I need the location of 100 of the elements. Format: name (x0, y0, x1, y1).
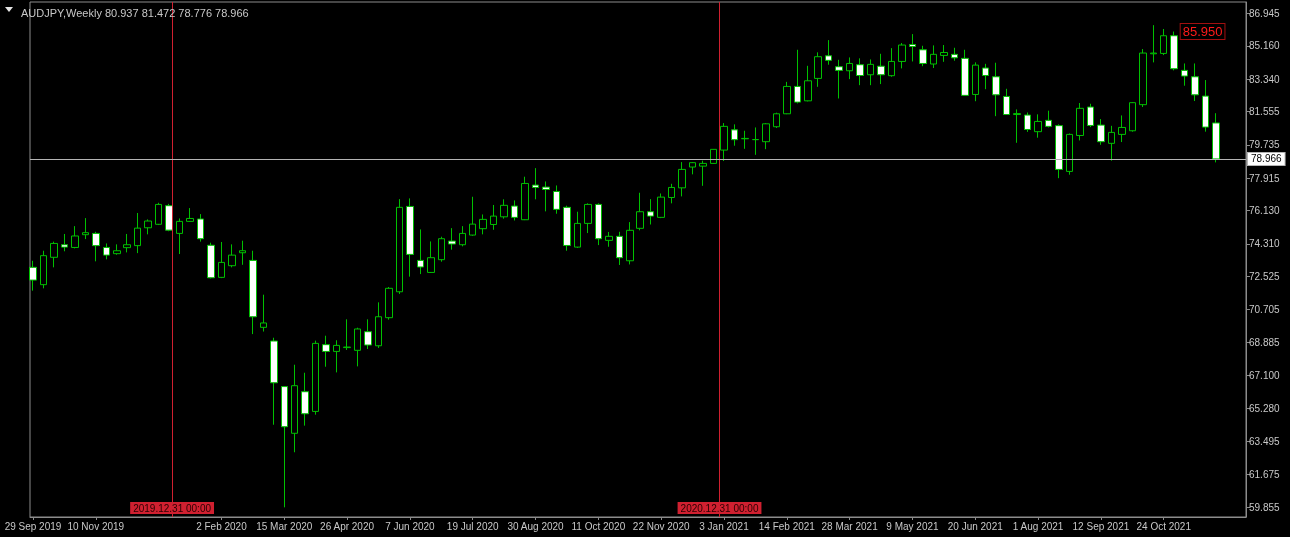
candlestick (1212, 112, 1220, 163)
candlestick (385, 286, 393, 321)
candlestick (207, 242, 215, 279)
candlestick (888, 47, 895, 78)
candlestick (574, 211, 581, 249)
candlestick (1013, 108, 1021, 144)
candlestick (144, 218, 152, 235)
x-tick-label: 11 Oct 2020 (571, 520, 626, 532)
candlestick (825, 39, 832, 66)
candlestick (1118, 114, 1126, 143)
candlestick (197, 213, 204, 243)
candlestick (1150, 24, 1157, 63)
candlestick (228, 243, 236, 268)
candlestick (951, 47, 958, 62)
candlestick (1076, 102, 1084, 141)
x-tick-label: 1 Aug 2021 (1012, 520, 1064, 532)
candlestick (50, 241, 58, 268)
candlestick (291, 364, 298, 453)
candlestick (542, 180, 550, 212)
candlestick (427, 240, 435, 274)
candlestick (783, 81, 791, 115)
candlestick (1034, 113, 1042, 139)
candlestick (731, 123, 738, 147)
x-tick-label: 12 Sep 2021 (1072, 520, 1130, 532)
candlestick (961, 49, 969, 97)
candlestick (720, 122, 728, 162)
candlestick (134, 212, 141, 254)
candlestick (846, 56, 853, 80)
candlestick (982, 63, 989, 90)
candlestick (814, 51, 822, 88)
candlestick (490, 204, 497, 231)
y-tick-label: 63.495 (1249, 435, 1281, 447)
candlestick (448, 227, 456, 251)
candlestick (1191, 62, 1199, 102)
candlestick (741, 130, 749, 150)
candlestick (239, 240, 246, 266)
candlestick (909, 33, 916, 62)
x-tick-label: 20 Jun 2021 (947, 520, 1004, 532)
candlestick (364, 318, 372, 350)
y-tick-label: 83.340 (1249, 73, 1281, 85)
candlestick (1087, 103, 1094, 128)
ref-line-label: 2019.12.31 00:00 (133, 502, 212, 514)
candlestick (752, 126, 759, 156)
candlestick (521, 176, 529, 221)
candlestick (354, 327, 361, 367)
candlestick (657, 192, 665, 219)
candlestick (438, 236, 445, 263)
x-tick-label: 14 Feb 2021 (758, 520, 816, 532)
candlestick (92, 231, 100, 262)
candlestick (218, 241, 225, 279)
x-tick-label: 29 Sep 2019 (4, 520, 62, 532)
x-tick-label: 24 Oct 2021 (1136, 520, 1192, 532)
candlestick (919, 45, 927, 67)
candlestick (636, 192, 644, 231)
candlestick (375, 301, 382, 349)
candlestick (867, 58, 874, 86)
x-tick-label: 7 Jun 2020 (385, 520, 436, 532)
candlestick (605, 231, 613, 248)
candlestick (1097, 118, 1105, 146)
candlestick (61, 233, 68, 252)
candlestick (29, 260, 37, 292)
candlestick (1170, 31, 1178, 71)
candlestick (595, 202, 602, 246)
candlestick (500, 198, 508, 220)
x-tick-label: 22 Nov 2020 (632, 520, 690, 532)
candlestick (459, 225, 466, 247)
candlestick (1003, 88, 1010, 116)
candlestick (668, 183, 675, 204)
candlestick (1181, 62, 1188, 87)
candlestick (312, 340, 319, 416)
candlestick (186, 207, 194, 223)
candlestick (511, 199, 518, 221)
y-tick-label: 70.705 (1249, 304, 1281, 316)
candlestick (563, 205, 571, 252)
y-tick-label: 76.130 (1249, 205, 1281, 217)
candlestick (333, 339, 340, 373)
candlestick (1160, 28, 1167, 56)
y-tick-label: 61.675 (1249, 468, 1281, 480)
x-tick-label: 3 Jan 2021 (699, 520, 750, 532)
candlestick (794, 49, 801, 104)
y-tick-label: 77.915 (1249, 172, 1281, 184)
candlestick (762, 122, 770, 150)
annotation: 85.950 (1182, 24, 1223, 40)
y-tick-label: 72.525 (1249, 270, 1281, 282)
y-tick-label: 59.855 (1249, 501, 1281, 513)
candlestick (930, 44, 937, 69)
candlestick (155, 202, 162, 226)
x-tick-label: 30 Aug 2020 (507, 520, 565, 532)
x-tick-label: 9 May 2021 (886, 520, 940, 532)
candlestick (406, 197, 414, 278)
candlestick (1202, 79, 1209, 133)
candlestick (877, 53, 885, 85)
candlestick (1045, 110, 1052, 128)
candlestick (940, 44, 948, 63)
candlestick (1055, 123, 1063, 179)
candlestick (417, 228, 424, 275)
candlestick (1139, 48, 1147, 108)
candlestick (626, 221, 634, 265)
y-tick-label: 79.735 (1249, 139, 1281, 151)
candlestick (343, 318, 351, 351)
